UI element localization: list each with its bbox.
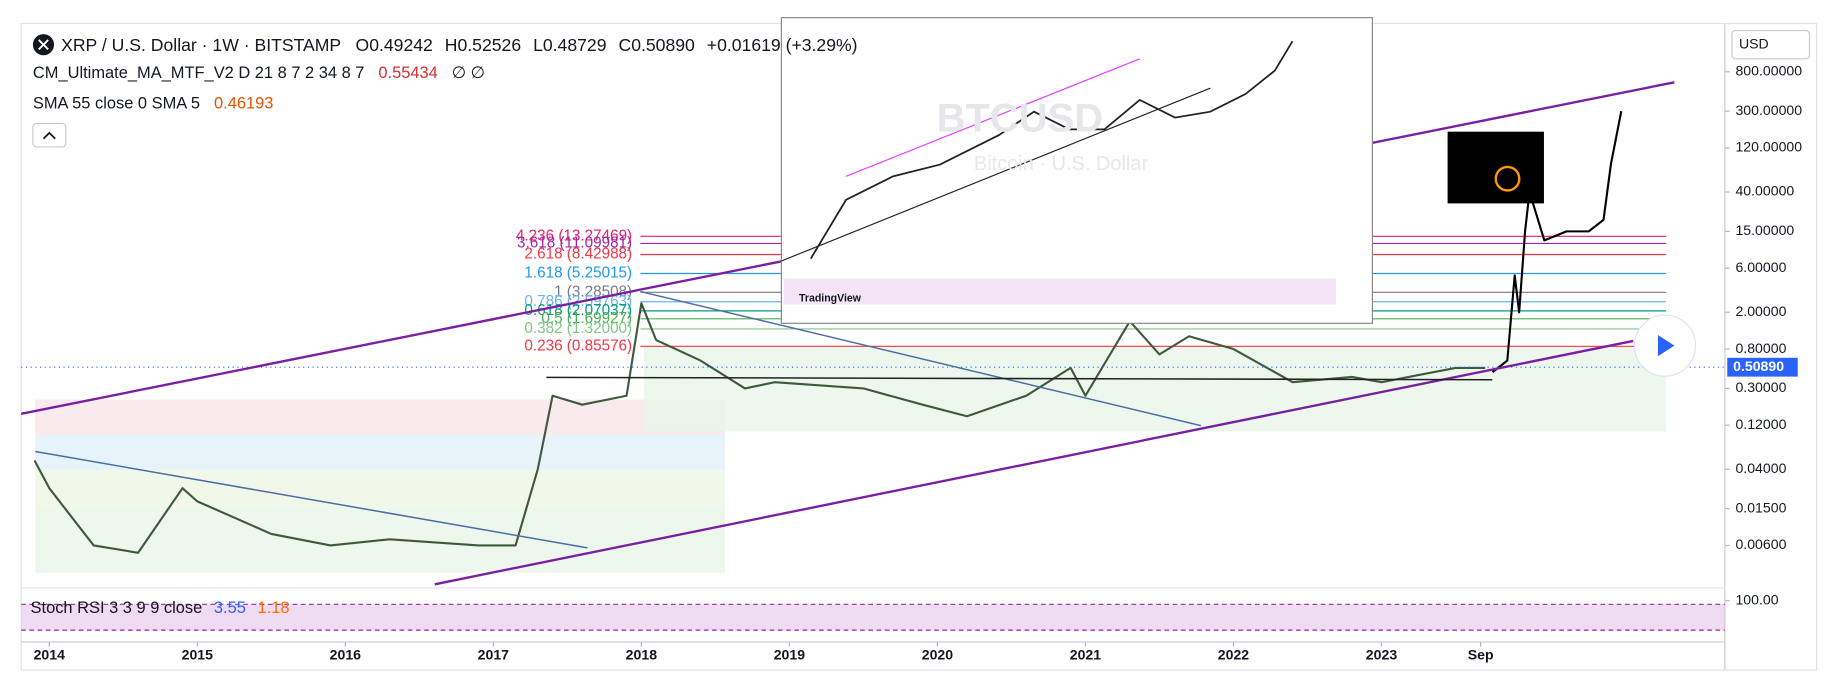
fib-label: 0.618 (2.07037) — [524, 302, 632, 319]
fib-label: 4.236 (13.27469) — [516, 227, 632, 244]
currency-button[interactable] — [1731, 29, 1811, 60]
inset-frame — [780, 17, 1373, 324]
inset-title: BTCUSD — [937, 97, 1103, 141]
last-price-label: 0.50890 — [1733, 358, 1784, 374]
indicator-title: SMA 55 close 0 SMA 5 — [33, 95, 200, 113]
stoch-k: 3.55 — [214, 599, 246, 617]
x-tick-label: 2018 — [626, 647, 658, 663]
open: O0.49242 — [355, 35, 432, 55]
axes: 800.00000 300.00000 120.00000 40.00000 15.00… — [34, 62, 1803, 662]
fib-zone — [35, 470, 725, 508]
overlay: USD — [32, 29, 1811, 377]
fib-label: 2.618 (8.42988) — [524, 246, 632, 263]
stoch-band — [21, 604, 1725, 631]
x-tick-label: 2019 — [774, 647, 806, 663]
stoch-pane: Stoch RSI 3 3 9 9 close 3.55 1.18 — [21, 599, 1725, 631]
inset-line — [845, 58, 1140, 177]
header: XRP / U.S. Dollar · 1W · BITSTAMP O0.492… — [33, 35, 858, 113]
y-tick-label: 0.80000 — [1735, 340, 1786, 356]
x-tick-label: 2014 — [34, 647, 66, 663]
indicator-value: 0.46193 — [214, 95, 273, 113]
x-tick-label: 2016 — [330, 647, 362, 663]
fib-zone — [35, 434, 725, 471]
inset-line — [781, 87, 1211, 262]
fib-label: 1.618 (5.25015) — [524, 265, 632, 282]
price-line — [1491, 110, 1623, 373]
stoch-legend: Stoch RSI 3 3 9 9 close 3.55 1.18 — [31, 599, 290, 617]
inset-brand: TradingView — [799, 292, 862, 304]
inset-price — [809, 40, 1294, 260]
trend-line — [35, 450, 588, 549]
x-tick-label: 2015 — [182, 647, 214, 663]
symbol-icon-mark — [38, 39, 49, 51]
stoch-tick-label: 100.00 — [1735, 591, 1778, 607]
y-tick-label: 0.04000 — [1735, 460, 1786, 476]
y-tick-label: 40.00000 — [1735, 183, 1794, 199]
fib-label: 0.382 (1.32000) — [524, 320, 632, 337]
indicator-legend: CM_Ultimate_MA_MTF_V2 D 21 8 7 2 34 8 7 … — [33, 64, 485, 82]
collapse-button[interactable] — [32, 122, 67, 148]
eclipse-ring — [1494, 165, 1521, 192]
y-tick-label: 6.00000 — [1735, 259, 1786, 275]
media-thumbnail — [1447, 131, 1544, 204]
stoch-title: Stoch RSI 3 3 9 9 close — [31, 599, 203, 617]
y-tick-label: 0.00600 — [1735, 536, 1786, 552]
y-tick-label: 2.00000 — [1735, 303, 1786, 319]
trend-line — [434, 339, 1634, 586]
x-tick-label: 2020 — [922, 647, 954, 663]
price-line — [33, 302, 1486, 554]
close: C0.50890 — [618, 35, 695, 55]
currency[interactable]: USD — [1739, 35, 1769, 51]
trend-line — [640, 290, 1202, 427]
high: H0.52526 — [445, 35, 522, 55]
collapse-icon[interactable] — [42, 131, 56, 140]
change: +0.01619 (+3.29%) — [707, 35, 858, 55]
x-tick-label: 2021 — [1070, 647, 1102, 663]
indicator-legend: SMA 55 close 0 SMA 5 0.46193 — [33, 95, 274, 113]
fib-zone — [35, 399, 725, 435]
low: L0.48729 — [533, 35, 606, 55]
y-tick-label: 15.00000 — [1735, 222, 1794, 238]
y-tick-label: 0.12000 — [1735, 416, 1786, 432]
inset-screenshot: BTCUSD Bitcoin · U.S. Dollar TradingView — [780, 17, 1373, 324]
fib-label: 0.236 (0.85576) — [524, 337, 632, 354]
y-tick-label: 120.00000 — [1735, 139, 1802, 155]
fib-zone — [643, 346, 1667, 432]
stoch-d: 1.18 — [258, 599, 290, 617]
trend-line — [546, 376, 1493, 381]
x-tick-label: 2023 — [1366, 647, 1398, 663]
x-tick-label: 2022 — [1218, 647, 1250, 663]
indicator-value: 0.55434 — [378, 64, 437, 82]
last-price-box — [1727, 357, 1798, 377]
y-tick-label: 0.30000 — [1735, 379, 1786, 395]
data-layer — [21, 110, 1725, 554]
legend-main: XRP / U.S. Dollar · 1W · BITSTAMP O0.492… — [61, 35, 857, 55]
fib-label: 3.618 (11.09981) — [517, 234, 632, 251]
y-tick-label: 0.01500 — [1735, 499, 1786, 515]
inset-subtitle: Bitcoin · U.S. Dollar — [974, 153, 1149, 175]
fib-label: 0.5 (1.69927) — [541, 310, 632, 327]
inset-rsi-band — [783, 278, 1336, 305]
symbol: XRP / U.S. Dollar · 1W · BITSTAMP — [61, 35, 341, 55]
x-tick-label: Sep — [1468, 647, 1494, 663]
y-tick-label: 300.00000 — [1735, 102, 1802, 118]
indicator-extra: ∅ ∅ — [452, 64, 485, 82]
x-tick-label: 2017 — [478, 647, 510, 663]
indicator-title: CM_Ultimate_MA_MTF_V2 D 21 8 7 2 34 8 7 — [33, 64, 365, 82]
y-tick-label: 800.00000 — [1735, 62, 1802, 78]
play-icon[interactable] — [1657, 335, 1675, 357]
